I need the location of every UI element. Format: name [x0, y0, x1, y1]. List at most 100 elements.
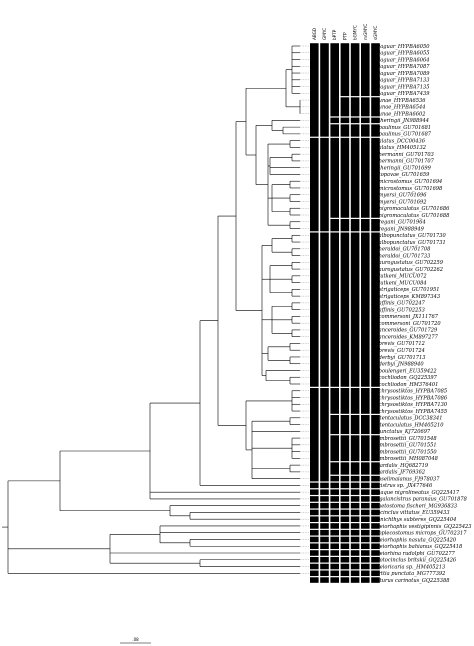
tip-label: H. regani_JN988949	[370, 226, 425, 232]
delimitation-bar	[320, 536, 329, 543]
delimitation-bar	[361, 387, 370, 414]
delimitation-bar	[330, 482, 339, 489]
delimitation-bar	[371, 43, 380, 97]
delimitation-bar	[361, 529, 370, 536]
delimitation-bar	[310, 529, 319, 536]
tip-label: H. jaguar_HYPBA7135	[370, 84, 429, 90]
delimitation-bar	[361, 232, 370, 387]
delimitation-bar	[350, 117, 360, 124]
tip-label: H. nigromaculatus_GU701686	[370, 206, 450, 212]
delimitation-bar	[371, 529, 380, 536]
delimitation-bar	[371, 475, 380, 482]
delimitation-bar	[371, 137, 380, 218]
delimitation-bar	[371, 509, 380, 516]
delimitation-bar	[320, 529, 329, 536]
delimitation-bar	[320, 516, 329, 522]
tip-label: H. microstomus_GU701694	[370, 179, 442, 185]
tip-label: P. etentaculatus_DCC38341	[370, 416, 442, 422]
method-header-sgmyc: sGMYC	[373, 26, 378, 40]
tip-label: H. albopunctatus_GU701731	[370, 240, 446, 246]
delimitation-bar	[340, 462, 350, 475]
tip-label: Pareiorhina rudolphi_GU702277	[370, 551, 456, 557]
tip-label: Pareiorhaphis vestigipinnis_GQ225423	[370, 524, 472, 530]
delimitation-bar	[361, 462, 370, 475]
delimitation-bar	[340, 577, 350, 583]
delimitation-bar	[361, 435, 370, 462]
delimitation-bar	[361, 550, 370, 556]
species-delimitation-bars	[310, 43, 380, 583]
delimitation-bar	[320, 502, 329, 509]
delimitation-bar	[320, 232, 329, 387]
tip-label: H. heraldoi_GU701733	[370, 253, 430, 259]
tip-label: Megalancistrus paranaus_GU701878	[370, 497, 468, 503]
tip-label: H. strigaticeps_GU701951	[370, 287, 439, 293]
delimitation-bar	[330, 550, 339, 556]
delimitation-bar	[320, 523, 329, 529]
delimitation-bar	[330, 43, 339, 117]
tip-label: H. iheringii_JN988944	[370, 118, 429, 124]
delimitation-bar	[340, 218, 350, 232]
delimitation-bar	[371, 415, 380, 435]
delimitation-bar	[310, 387, 319, 482]
tip-label: H. chrysostiktos_HYPBA7086	[370, 395, 448, 401]
delimitation-bar	[371, 97, 380, 117]
tip-label: Neoplecostomus microps_GU702317	[370, 531, 467, 537]
delimitation-bar	[350, 523, 360, 529]
delimitation-bar	[320, 509, 329, 516]
delimitation-bar	[340, 529, 350, 536]
delimitation-bar	[320, 387, 329, 482]
tip-label: Rineloricaria sp._HM405213	[370, 564, 445, 570]
delimitation-method-headers: ABGD GMYC bPTP PTP bGMYC mGMYC sGMYC	[312, 24, 378, 40]
delimitation-bar	[350, 502, 360, 509]
tip-label: H. regani_GU701964	[370, 220, 426, 226]
delimitation-bar	[340, 570, 350, 577]
delimitation-bar	[371, 387, 380, 414]
delimitation-bar	[371, 556, 380, 563]
tip-label: H. albopunctatus_GU701730	[370, 233, 446, 239]
delimitation-bar	[340, 232, 350, 387]
tip-label: H. chrysostiktos_HYPBA7455	[370, 409, 447, 415]
tip-label: H. unae_HYPBA6544	[370, 105, 425, 111]
tip-label: H. brevis_GU701712	[370, 341, 425, 347]
delimitation-bar	[310, 556, 319, 563]
delimitation-bar	[320, 489, 329, 495]
delimitation-bar	[350, 543, 360, 550]
tip-label: Harttia punctata_MG777392	[370, 571, 445, 577]
delimitation-bar	[350, 577, 360, 583]
delimitation-bar	[361, 218, 370, 232]
delimitation-bar	[330, 124, 339, 137]
tip-label: H. heraldoi_GU701708	[370, 247, 431, 253]
delimitation-bar	[371, 536, 380, 543]
delimitation-bar	[361, 43, 370, 97]
scale-bar: .08	[120, 637, 151, 644]
scale-bar-label: .08	[132, 637, 139, 642]
method-header-bptp: bPTP	[332, 29, 337, 40]
method-header-bgmyc: bGMYC	[353, 25, 358, 40]
delimitation-bar	[320, 482, 329, 489]
tip-label: Pareiorhaphis nasuta_GQ225420	[370, 537, 457, 543]
delimitation-bar	[330, 218, 339, 232]
delimitation-bar	[330, 516, 339, 522]
delimitation-bar	[350, 462, 360, 475]
delimitation-bar	[320, 137, 329, 232]
delimitation-bar	[371, 435, 380, 462]
tip-label: H. strigaticeps_KM897343	[370, 294, 440, 300]
tip-label: H. myersi_GU701696	[370, 193, 427, 199]
delimitation-bar	[371, 496, 380, 502]
tip-label: H. commersoni_JX111767	[370, 314, 439, 320]
tip-label: H. derbyi_JN988940	[370, 362, 424, 368]
tip-label: Otocinclus vittatus_EU359433	[371, 510, 450, 516]
delimitation-bar	[340, 435, 350, 462]
tip-label: H. unae_HYPBA6602	[370, 111, 425, 117]
delimitation-bar	[361, 124, 370, 137]
delimitation-bar	[361, 482, 370, 489]
delimitation-bar	[330, 137, 339, 218]
delimitation-bar	[361, 509, 370, 516]
tip-label: H. microstomus_GU701698	[370, 186, 443, 192]
delimitation-bar	[350, 124, 360, 137]
delimitation-bar	[361, 523, 370, 529]
delimitation-bar	[340, 489, 350, 495]
delimitation-bar	[361, 570, 370, 577]
tip-leader-lines	[300, 45, 309, 574]
delimitation-bar	[310, 509, 319, 516]
